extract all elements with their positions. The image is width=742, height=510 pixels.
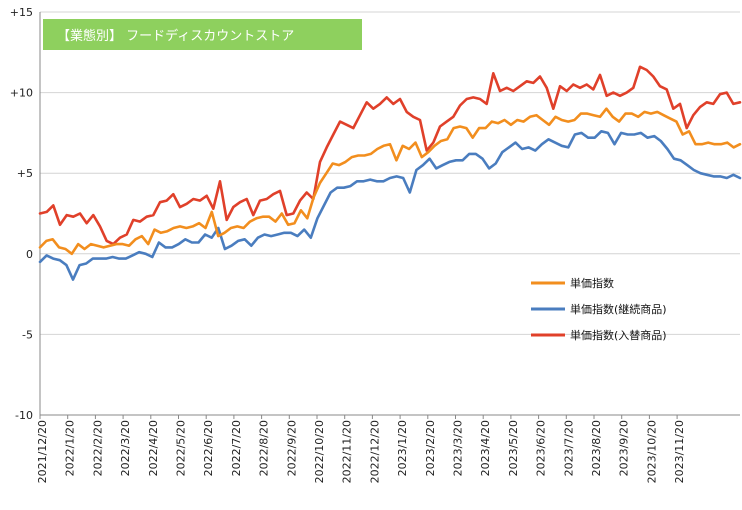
title-background [43,19,362,50]
series-line-1 [38,130,742,281]
y-tick-label: -5 [22,328,33,341]
x-tick-label: 2023/10/20 [645,420,658,483]
x-tick-label: 2022/3/20 [119,420,132,476]
chart-title-box: 【業態別】 フードディスカウントストア [43,19,362,50]
legend-label-0: 単価指数 [570,276,614,290]
x-tick-label: 2023/11/20 [673,420,686,483]
x-tick-labels: 2021/12/20 2022/1/20 2022/2/20 2022/3/20 202… [36,415,686,483]
x-tick-label: 2022/7/20 [230,420,243,476]
series-lines [38,65,742,281]
y-tick-label: -10 [15,409,33,422]
axes [39,12,740,416]
chart-title: 【業態別】 フードディスカウントストア [57,28,294,44]
x-tick-label: 2022/11/20 [341,420,354,483]
x-tick-label: 2023/5/20 [507,420,520,476]
x-tick-label: 2022/8/20 [258,420,271,476]
x-tick-label: 2022/12/20 [368,420,381,483]
y-tick-label: +10 [10,87,33,100]
x-tick-label: 2022/10/20 [313,420,326,483]
x-tick-label: 2023/8/20 [590,420,603,476]
x-tick-label: 2022/2/20 [91,420,104,476]
x-tick-label: 2023/1/20 [396,420,409,476]
legend-label-1: 単価指数(継続商品) [570,302,667,316]
y-tick-labels: +15 +10 +5 0 -5 -10 [10,6,33,422]
x-tick-label: 2023/3/20 [452,420,465,476]
x-tick-label: 2023/7/20 [562,420,575,476]
x-tick-label: 2022/9/20 [285,420,298,476]
x-tick-label: 2023/2/20 [424,420,437,476]
grid-lines [40,11,740,416]
y-tick-label: +15 [10,6,33,19]
legend-label-2: 単価指数(入替商品) [570,328,667,342]
x-tick-label: 2022/5/20 [175,420,188,476]
y-tick-label: +5 [17,167,33,180]
series-line-0 [38,107,742,256]
x-tick-label: 2022/6/20 [202,420,215,476]
x-tick-label: 2023/9/20 [618,420,631,476]
x-tick-label: 2023/6/20 [535,420,548,476]
x-tick-label: 2022/4/20 [147,420,160,476]
x-tick-label: 2021/12/20 [36,420,49,483]
x-tick-label: 2023/4/20 [479,420,492,476]
y-tick-label: 0 [26,248,33,261]
x-tick-label: 2022/1/20 [64,420,77,476]
series-line-2 [38,65,742,246]
